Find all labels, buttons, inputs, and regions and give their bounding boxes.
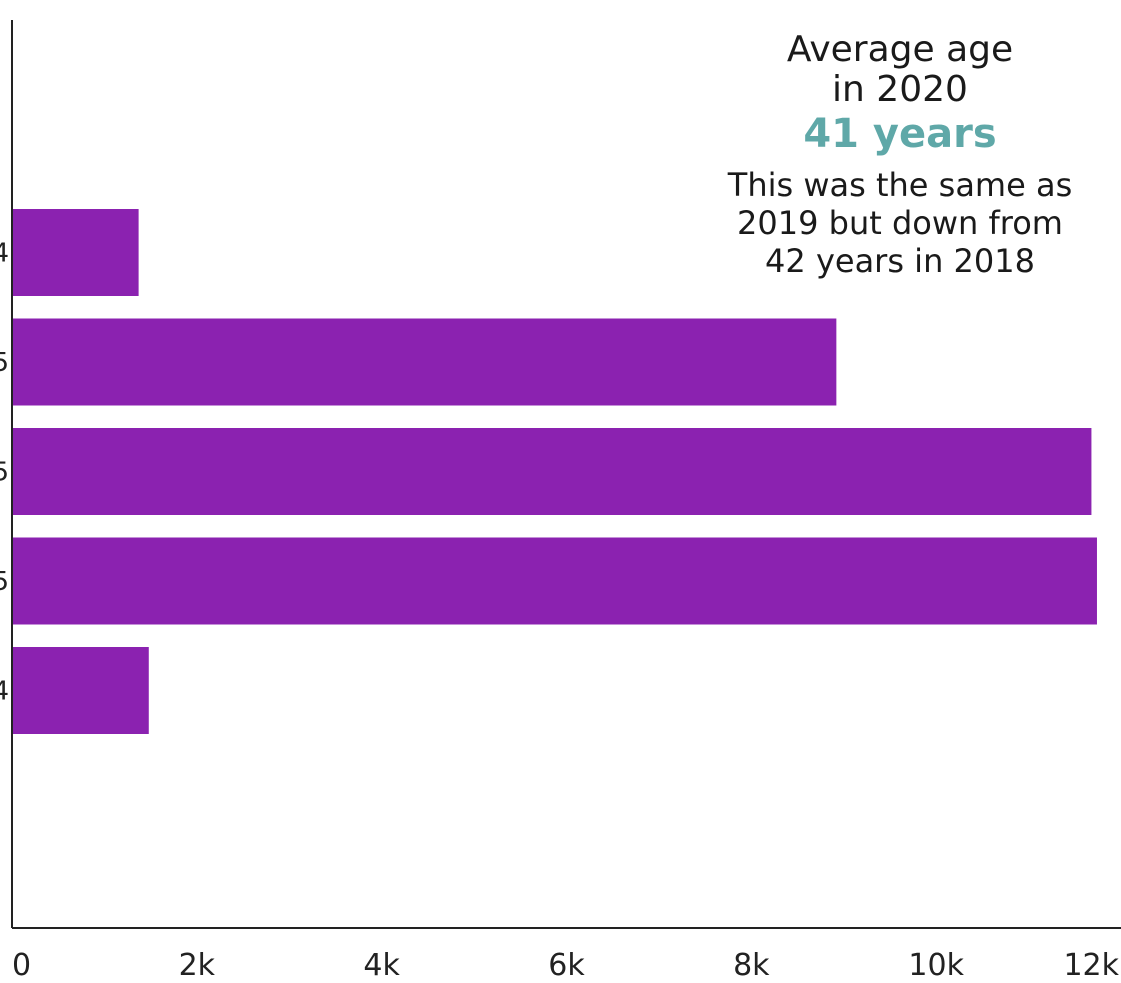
annotation-sub: This was the same as 2019 but down from … [660, 166, 1121, 280]
bar-4 [12, 537, 1097, 625]
annotation-highlight: 41 years [803, 111, 997, 157]
x-tick-label-1: 2k [179, 948, 216, 983]
x-tick-label-6: 12k [1063, 948, 1119, 983]
category-label-4: 5 [0, 567, 9, 597]
annotation-sub-line-2: 2019 but down from [737, 204, 1063, 242]
category-label-2: 5 [0, 348, 9, 378]
x-tick-label-5: 10k [908, 948, 964, 983]
x-tick-label-3: 6k [548, 948, 585, 983]
bar-1 [12, 209, 139, 296]
bars-group [12, 209, 1097, 734]
annotation-sub-line-1: This was the same as [727, 166, 1073, 204]
x-tick-label-2: 4k [363, 948, 400, 983]
x-tick-labels: 0 2k 4k 6k 8k 10k 12k [12, 948, 1120, 983]
average-age-annotation: Average age in 2020 41 years This was th… [660, 29, 1121, 281]
annotation-line-1: Average age [786, 29, 1014, 70]
bar-2 [12, 318, 837, 406]
category-labels: 4 5 5 5 4 [0, 239, 9, 707]
bar-5 [12, 647, 149, 734]
category-label-1: 4 [0, 239, 9, 269]
category-label-3: 5 [0, 458, 9, 488]
annotation-line-2: in 2020 [832, 69, 968, 110]
category-label-5: 4 [0, 677, 9, 707]
x-tick-label-0: 0 [12, 948, 31, 983]
annotation-sub-line-3: 42 years in 2018 [765, 242, 1035, 280]
bar-3 [12, 428, 1092, 515]
x-tick-label-4: 8k [733, 948, 770, 983]
